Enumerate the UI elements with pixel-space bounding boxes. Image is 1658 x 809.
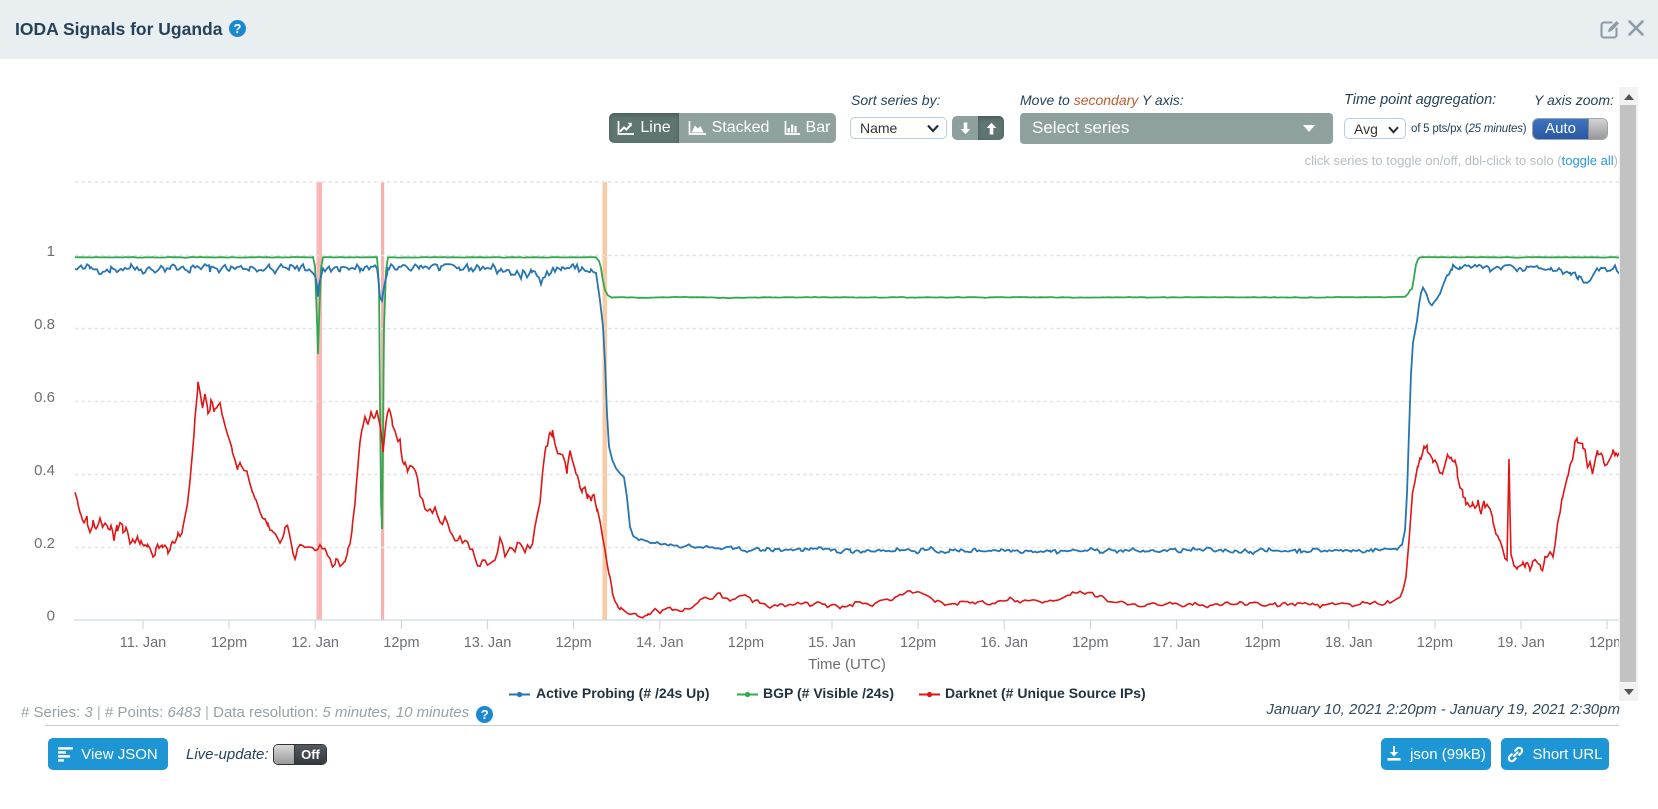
svg-text:19. Jan: 19. Jan bbox=[1497, 635, 1545, 651]
svg-text:18. Jan: 18. Jan bbox=[1325, 635, 1373, 651]
svg-text:16. Jan: 16. Jan bbox=[980, 635, 1028, 651]
svg-text:12. Jan: 12. Jan bbox=[291, 635, 339, 651]
svg-text:12pm: 12pm bbox=[211, 635, 247, 651]
svg-text:12pm: 12pm bbox=[900, 635, 936, 651]
svg-text:12pm: 12pm bbox=[555, 635, 591, 651]
svg-text:12pm: 12pm bbox=[1244, 635, 1280, 651]
svg-text:0.6: 0.6 bbox=[34, 389, 55, 406]
svg-text:0: 0 bbox=[47, 608, 55, 625]
svg-text:12pm: 12pm bbox=[1072, 635, 1108, 651]
svg-text:14. Jan: 14. Jan bbox=[636, 635, 684, 651]
svg-text:12pm: 12pm bbox=[1417, 635, 1453, 651]
svg-text:12pm: 12pm bbox=[1589, 635, 1620, 651]
svg-text:0.8: 0.8 bbox=[34, 316, 55, 333]
svg-text:12pm: 12pm bbox=[728, 635, 764, 651]
svg-text:0.2: 0.2 bbox=[34, 535, 55, 552]
svg-text:1: 1 bbox=[47, 243, 55, 260]
svg-text:13. Jan: 13. Jan bbox=[464, 635, 512, 651]
svg-text:17. Jan: 17. Jan bbox=[1153, 635, 1201, 651]
svg-text:15. Jan: 15. Jan bbox=[808, 635, 856, 651]
svg-text:0.4: 0.4 bbox=[34, 462, 55, 479]
svg-text:11. Jan: 11. Jan bbox=[120, 635, 167, 651]
svg-text:12pm: 12pm bbox=[383, 635, 419, 651]
svg-text:Time (UTC): Time (UTC) bbox=[808, 656, 886, 673]
